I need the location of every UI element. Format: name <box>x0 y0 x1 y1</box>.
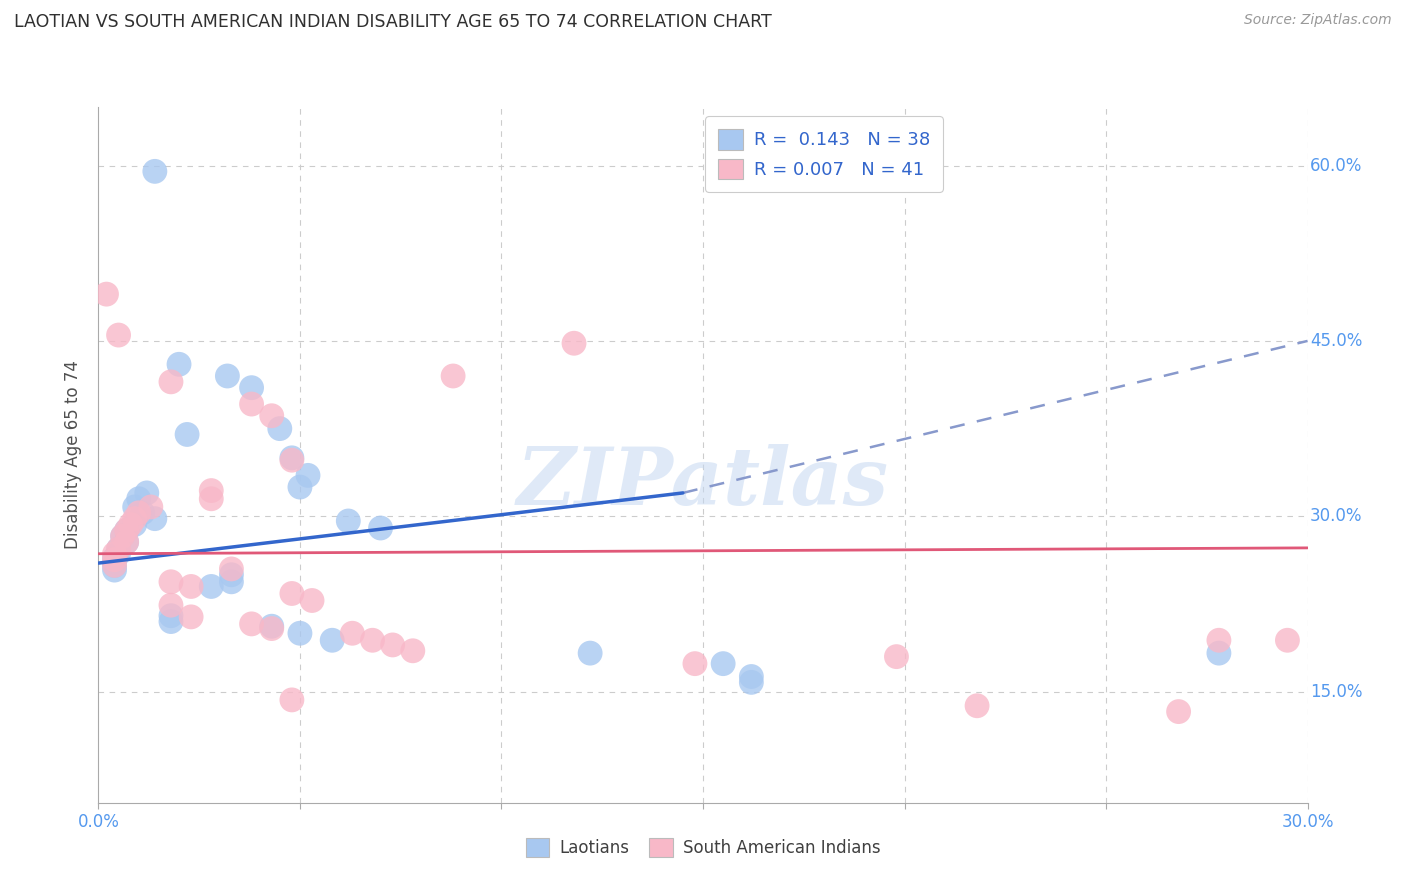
Point <box>301 593 323 607</box>
Point <box>124 517 146 532</box>
Text: LAOTIAN VS SOUTH AMERICAN INDIAN DISABILITY AGE 65 TO 74 CORRELATION CHART: LAOTIAN VS SOUTH AMERICAN INDIAN DISABIL… <box>14 13 772 31</box>
Point <box>103 558 125 573</box>
Point <box>441 369 464 384</box>
Point <box>370 521 392 535</box>
Point <box>103 552 125 566</box>
Y-axis label: Disability Age 65 to 74: Disability Age 65 to 74 <box>65 360 83 549</box>
Point <box>321 633 343 648</box>
Point <box>128 491 150 506</box>
Point <box>579 646 602 660</box>
Point <box>176 427 198 442</box>
Point <box>103 547 125 561</box>
Point <box>260 622 283 636</box>
Point <box>107 547 129 561</box>
Point <box>160 375 183 389</box>
Point <box>160 615 183 629</box>
Point <box>115 524 138 538</box>
Point <box>361 633 384 648</box>
Point <box>217 369 239 384</box>
Point <box>740 669 762 683</box>
Point <box>167 357 190 371</box>
Point <box>103 558 125 573</box>
Point <box>180 579 202 593</box>
Point <box>115 524 138 538</box>
Point <box>103 563 125 577</box>
Text: 45.0%: 45.0% <box>1310 332 1362 350</box>
Point <box>120 517 142 532</box>
Point <box>240 381 263 395</box>
Point <box>562 336 585 351</box>
Point <box>402 644 425 658</box>
Point <box>200 579 222 593</box>
Point <box>240 616 263 631</box>
Point <box>107 328 129 343</box>
Point <box>260 619 283 633</box>
Point <box>740 675 762 690</box>
Point <box>1277 633 1299 648</box>
Point <box>221 567 243 582</box>
Point <box>381 638 404 652</box>
Point <box>281 450 304 465</box>
Point <box>124 500 146 514</box>
Point <box>1208 633 1230 648</box>
Text: 15.0%: 15.0% <box>1310 682 1362 701</box>
Point <box>1208 646 1230 660</box>
Point <box>269 422 291 436</box>
Point <box>1167 705 1189 719</box>
Point <box>180 610 202 624</box>
Point <box>886 649 908 664</box>
Point <box>124 511 146 525</box>
Text: ZIPatlas: ZIPatlas <box>517 444 889 522</box>
Point <box>288 626 311 640</box>
Point <box>342 626 364 640</box>
Point <box>281 693 304 707</box>
Point <box>111 529 134 543</box>
Point <box>111 529 134 543</box>
Text: 30.0%: 30.0% <box>1310 508 1362 525</box>
Point <box>297 468 319 483</box>
Point <box>160 574 183 589</box>
Point <box>200 483 222 498</box>
Point <box>683 657 706 671</box>
Point <box>96 287 118 301</box>
Point <box>260 409 283 423</box>
Point <box>288 480 311 494</box>
Point <box>128 506 150 520</box>
Point <box>160 598 183 612</box>
Point <box>139 500 162 514</box>
Point <box>200 491 222 506</box>
Point <box>221 562 243 576</box>
Point <box>160 608 183 623</box>
Point <box>711 657 734 671</box>
Point <box>966 698 988 713</box>
Text: Source: ZipAtlas.com: Source: ZipAtlas.com <box>1244 13 1392 28</box>
Point <box>240 397 263 411</box>
Point <box>132 506 155 520</box>
Point <box>143 164 166 178</box>
Point <box>221 574 243 589</box>
Point <box>143 511 166 525</box>
Point <box>103 551 125 566</box>
Point <box>115 535 138 549</box>
Point <box>135 486 157 500</box>
Point <box>115 535 138 549</box>
Text: 60.0%: 60.0% <box>1310 156 1362 175</box>
Point <box>281 586 304 600</box>
Point <box>281 453 304 467</box>
Point <box>107 542 129 557</box>
Legend: Laotians, South American Indians: Laotians, South American Indians <box>519 831 887 864</box>
Point <box>337 514 360 528</box>
Point <box>107 542 129 557</box>
